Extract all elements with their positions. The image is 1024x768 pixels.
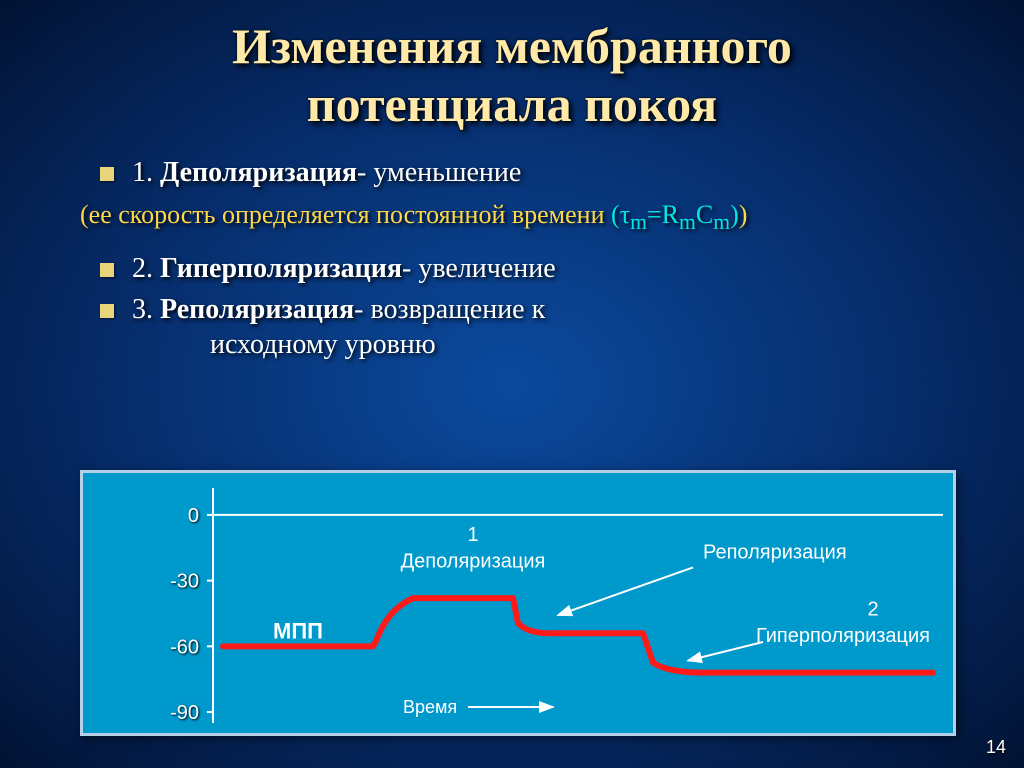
bullet-3-num: 3. <box>132 294 160 325</box>
bullet-3: 3. Реполяризация- возвращение к <box>100 292 964 327</box>
title-line-2: потенциала покоя <box>307 76 717 132</box>
bullet-2-bold: Гиперполяризация <box>160 253 402 284</box>
formula-open: ( <box>611 200 620 229</box>
bullet-2-rest: - увеличение <box>402 253 556 284</box>
svg-text:Время: Время <box>403 697 457 717</box>
title-line-1: Изменения мембранного <box>232 18 792 74</box>
page-number: 14 <box>986 737 1006 758</box>
bullet-2: 2. Гиперполяризация- увеличение <box>100 251 964 286</box>
paren-open: ( <box>80 200 89 229</box>
paren-close: ) <box>739 200 748 229</box>
bullet-1: 1. Деполяризация- уменьшение <box>100 155 964 190</box>
svg-text:Реполяризация: Реполяризация <box>703 542 847 564</box>
formula: (τm=RmCm) <box>611 200 739 229</box>
formula-eq: =R <box>647 200 679 229</box>
bullet-3-text: 3. Реполяризация- возвращение к <box>132 292 545 327</box>
svg-text:0: 0 <box>188 505 199 527</box>
formula-tau: τ <box>620 200 630 229</box>
slide-title: Изменения мембранного потенциала покоя <box>0 0 1024 143</box>
slide: Изменения мембранного потенциала покоя 1… <box>0 0 1024 768</box>
formula-c: C <box>696 200 713 229</box>
bullet-icon <box>100 263 114 277</box>
formula-sub1: m <box>630 210 647 234</box>
bullet-icon <box>100 304 114 318</box>
bullet-1-rest: - уменьшение <box>357 157 521 188</box>
bullet-1-bold: Деполяризация <box>160 157 357 188</box>
bullet-2-text: 2. Гиперполяризация- увеличение <box>132 251 556 286</box>
svg-text:-60: -60 <box>170 636 199 658</box>
bullet-3-continuation: исходному уровню <box>0 329 1024 361</box>
formula-line: (ее скорость определяется постоянной вре… <box>0 196 1024 239</box>
formula-close: ) <box>730 200 739 229</box>
chart-svg: 0 -30 -60 -90 МПП 1 Деполяризация Реполяризация… <box>83 473 953 733</box>
formula-sub2: m <box>679 210 696 234</box>
svg-text:1: 1 <box>467 524 478 546</box>
svg-text:-90: -90 <box>170 702 199 724</box>
svg-text:2: 2 <box>867 599 878 621</box>
bullet-3-bold: Реполяризация <box>160 294 354 325</box>
formula-sub3: m <box>713 210 730 234</box>
svg-text:Деполяризация: Деполяризация <box>401 550 546 572</box>
svg-text:МПП: МПП <box>273 618 323 643</box>
bullet-list-2: 2. Гиперполяризация- увеличение 3. Репол… <box>0 239 1024 327</box>
chart: 0 -30 -60 -90 МПП 1 Деполяризация Реполяризация… <box>80 470 956 736</box>
bullet-list: 1. Деполяризация- уменьшение <box>0 143 1024 190</box>
paren-yellow: ее скорость определяется постоянной врем… <box>89 200 611 229</box>
bullet-1-num: 1. <box>132 157 160 188</box>
bullet-1-text: 1. Деполяризация- уменьшение <box>132 155 521 190</box>
bullet-2-num: 2. <box>132 253 160 284</box>
svg-text:-30: -30 <box>170 571 199 593</box>
bullet-3-rest: - возвращение к <box>354 294 545 325</box>
svg-text:Гиперполяризация: Гиперполяризация <box>756 625 930 647</box>
bullet-icon <box>100 167 114 181</box>
